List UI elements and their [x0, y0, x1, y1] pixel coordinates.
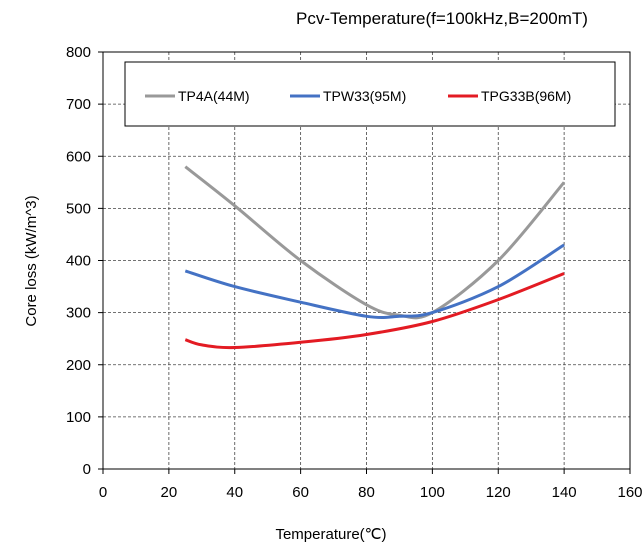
x-tick-label: 20 — [161, 484, 178, 501]
series-line-1 — [184, 243, 565, 319]
y-tick-label: 600 — [66, 148, 91, 165]
x-tick-label: 100 — [420, 484, 445, 501]
series-line-2 — [184, 272, 565, 350]
x-tick-label: 60 — [292, 484, 309, 501]
y-axis-title: Core loss (kW/m^3) — [23, 195, 40, 326]
y-tick-label: 300 — [66, 305, 91, 322]
x-tick-label: 40 — [226, 484, 243, 501]
legend-label-1: TPW33(95M) — [323, 88, 406, 104]
y-tick-label: 100 — [66, 409, 91, 426]
y-tick-label: 700 — [66, 96, 91, 113]
legend-box — [124, 61, 616, 127]
x-tick-label: 0 — [99, 484, 107, 501]
x-tick-label: 120 — [486, 484, 511, 501]
legend: TP4A(44M) TPW33(95M) TPG33B(96M) — [124, 61, 616, 127]
x-tick-label: 160 — [617, 484, 642, 501]
y-tick-label: 400 — [66, 253, 91, 270]
chart-title: Pcv-Temperature(f=100kHz,B=200mT) — [296, 9, 588, 28]
x-tick-label: 140 — [552, 484, 577, 501]
axis-ticks: 0 100 200 300 400 500 600 700 800 0 20 40 60 80 100 120… — [66, 44, 643, 501]
y-tick-label: 500 — [66, 200, 91, 217]
legend-label-0: TP4A(44M) — [178, 88, 250, 104]
x-axis-title: Temperature(℃) — [275, 526, 386, 543]
y-tick-label: 800 — [66, 44, 91, 61]
legend-label-2: TPG33B(96M) — [481, 88, 571, 104]
series-line-0 — [184, 165, 566, 320]
series-lines — [184, 165, 566, 350]
y-tick-label: 200 — [66, 357, 91, 374]
y-tick-label: 0 — [83, 461, 91, 478]
x-tick-label: 80 — [358, 484, 375, 501]
